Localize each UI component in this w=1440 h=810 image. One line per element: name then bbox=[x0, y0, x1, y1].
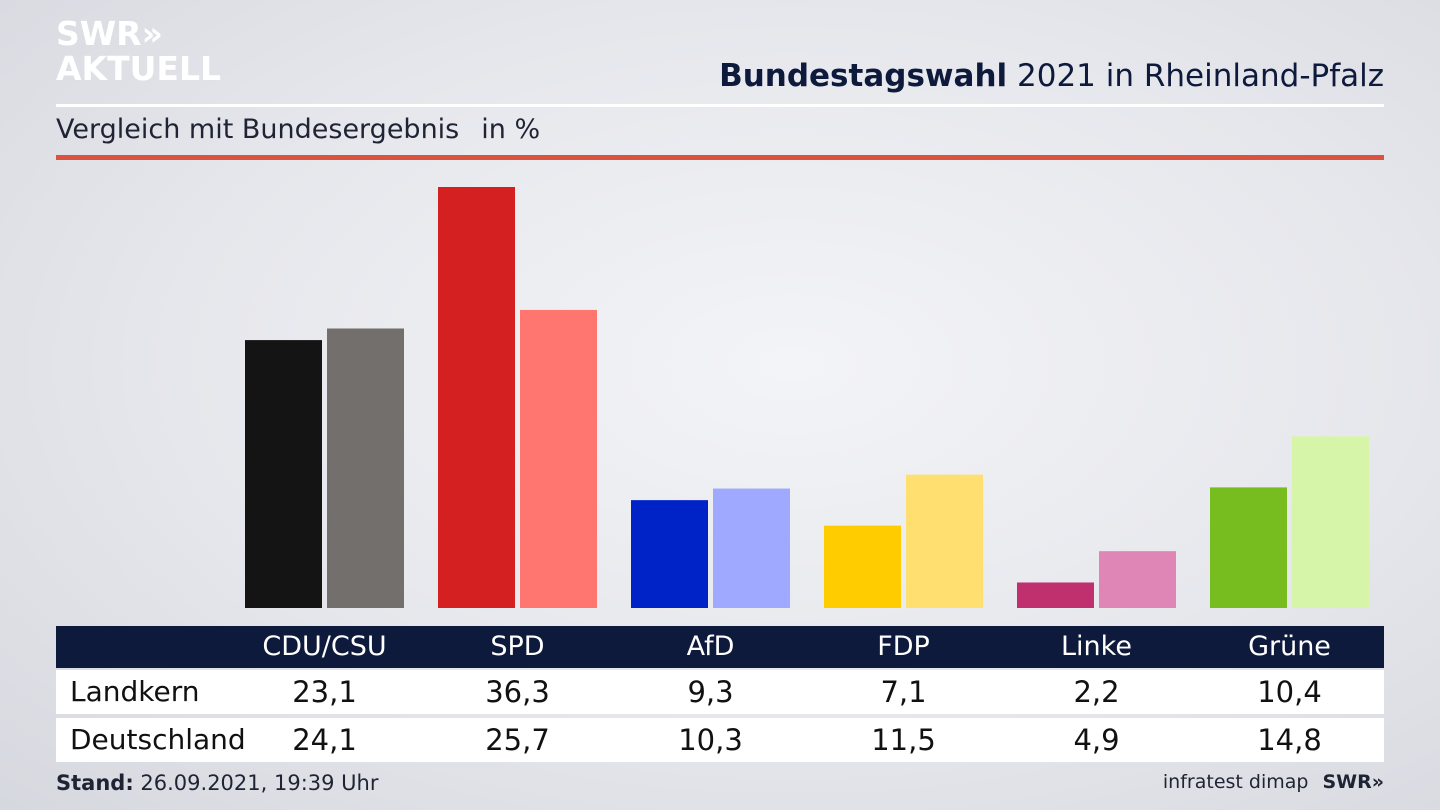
row-label-deutschland: Deutschland bbox=[70, 723, 246, 756]
chart-subtitle: Vergleich mit Bundesergebnis in % bbox=[56, 114, 540, 145]
value-label-deutschland: 25,7 bbox=[485, 723, 550, 757]
table-row-landkern: Landkern 23,1 36,3 9,3 7,1 2,2 10,4 bbox=[56, 670, 1384, 714]
bar-gr-ne-landkern bbox=[1210, 487, 1287, 608]
value-label-landkern: 36,3 bbox=[485, 675, 550, 709]
value-label-landkern: 9,3 bbox=[687, 675, 734, 709]
bar-gr-ne-deutschland bbox=[1292, 436, 1369, 608]
source-credit: infratest dimap SWR» bbox=[1163, 771, 1384, 793]
bar-afd-landkern bbox=[631, 500, 708, 608]
value-label-landkern: 23,1 bbox=[292, 675, 357, 709]
bar-linke-landkern bbox=[1017, 582, 1094, 608]
category-label: AfD bbox=[686, 631, 735, 662]
logo-line-swr: SWR» bbox=[56, 14, 163, 53]
bar-afd-deutschland bbox=[713, 488, 790, 608]
value-label-landkern: 2,2 bbox=[1073, 675, 1120, 709]
bar-spd-deutschland bbox=[520, 309, 597, 608]
bar-linke-deutschland bbox=[1099, 551, 1176, 608]
value-label-deutschland: 10,3 bbox=[678, 723, 743, 757]
category-label: Grüne bbox=[1248, 631, 1331, 662]
stand-label: Stand: bbox=[56, 771, 134, 795]
logo-line-aktuell: AKTUELL bbox=[56, 49, 222, 88]
value-label-deutschland: 4,9 bbox=[1073, 723, 1120, 757]
bar-spd-landkern bbox=[438, 187, 515, 608]
bar-fdp-deutschland bbox=[906, 474, 983, 608]
category-label: FDP bbox=[877, 631, 930, 662]
category-label: CDU/CSU bbox=[262, 631, 387, 662]
bar-fdp-landkern bbox=[824, 525, 901, 608]
value-label-deutschland: 24,1 bbox=[292, 723, 357, 757]
chart-title: Bundestagswahl 2021 in Rheinland-Pfalz bbox=[719, 58, 1384, 94]
accent-divider bbox=[56, 155, 1384, 160]
source-label: infratest dimap bbox=[1162, 771, 1309, 793]
table-header: CDU/CSU SPD AfD FDP Linke Grüne bbox=[56, 626, 1384, 668]
bar-cdu-csu-landkern bbox=[245, 340, 322, 608]
swr-brand-logo: SWR» bbox=[1322, 771, 1384, 793]
stand-value: 26.09.2021, 19:39 Uhr bbox=[133, 771, 379, 795]
table-row-deutschland: Deutschland 24,1 25,7 10,3 11,5 4,9 14,8 bbox=[56, 718, 1384, 762]
timestamp: Stand: 26.09.2021, 19:39 Uhr bbox=[56, 771, 379, 795]
results-table: CDU/CSU SPD AfD FDP Linke Grüne Landkern 23,1… bbox=[56, 626, 1384, 762]
row-label-landkern: Landkern bbox=[70, 675, 200, 708]
value-label-landkern: 7,1 bbox=[880, 675, 927, 709]
unit-label: in % bbox=[481, 114, 541, 145]
value-label-deutschland: 11,5 bbox=[871, 723, 936, 757]
category-label: Linke bbox=[1061, 631, 1132, 662]
chart-title-bold: Bundestagswahl bbox=[719, 58, 1008, 94]
swr-aktuell-logo: SWR» AKTUELL bbox=[56, 16, 221, 86]
chart-title-rest: 2021 in Rheinland-Pfalz bbox=[1007, 58, 1384, 94]
header-divider bbox=[56, 104, 1384, 107]
category-label: SPD bbox=[490, 631, 545, 662]
subtitle-text: Vergleich mit Bundesergebnis bbox=[56, 114, 460, 145]
value-label-deutschland: 14,8 bbox=[1257, 723, 1322, 757]
bar-cdu-csu-deutschland bbox=[327, 328, 404, 608]
value-label-landkern: 10,4 bbox=[1257, 675, 1322, 709]
